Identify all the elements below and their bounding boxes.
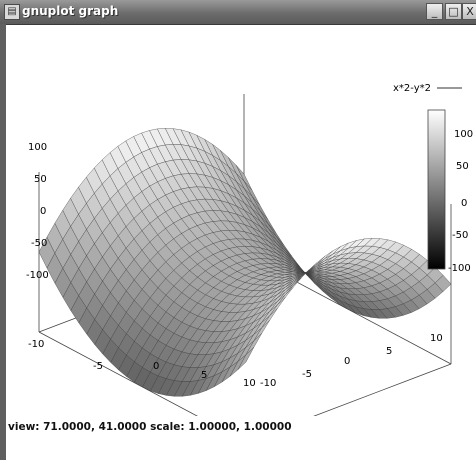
view-label: view: [8, 421, 40, 433]
colorbar-gradient [427, 109, 446, 270]
scale-values: 1.00000, 1.00000 [188, 421, 292, 433]
surface-mesh [38, 128, 452, 397]
colorbar-tick-100: 100 [454, 129, 473, 140]
minimize-button[interactable]: _ [426, 3, 443, 20]
legend: x*2-y*2 [393, 83, 462, 94]
status-bar: view: 71.0000, 41.0000 scale: 1.00000, 1… [8, 421, 292, 433]
close-button[interactable]: X [462, 3, 476, 20]
window-title: gnuplot graph [22, 4, 119, 18]
z-tick-minus100: -100 [26, 270, 49, 281]
plot-canvas[interactable]: 100 50 0 -50 -100 -10 -5 0 5 10 -10 -5 0… [6, 24, 476, 416]
z-tick-100: 100 [28, 142, 47, 153]
window-left-border [0, 24, 6, 460]
x-tick-10: 10 [243, 378, 256, 389]
colorbar-tick-50: 50 [456, 161, 469, 172]
x-tick-0: 0 [153, 361, 159, 372]
colorbar-tick-minus50: -50 [452, 230, 468, 241]
minimize-icon: _ [431, 5, 438, 18]
base-edge-y-front [313, 363, 452, 416]
colorbar-tick-minus100: -100 [448, 263, 471, 274]
y-tick-0: 0 [344, 356, 350, 367]
axis-tick-labels: 100 50 0 -50 -100 -10 -5 0 5 10 -10 -5 0… [26, 142, 443, 389]
scale-label: scale: [150, 421, 185, 433]
y-tick-5: 5 [386, 346, 392, 357]
z-tick-50: 50 [34, 174, 47, 185]
x-tick-5: 5 [201, 370, 207, 381]
z-tick-0: 0 [40, 206, 46, 217]
y-tick-10: 10 [430, 333, 443, 344]
left-axis-bottom-tick: -10 [28, 339, 44, 350]
z-tick-minus50: -50 [31, 238, 47, 249]
colorbar-tick-0: 0 [461, 198, 467, 209]
colorbar: 100 50 0 -50 -100 [427, 109, 473, 274]
y-tick-minus10: -10 [260, 378, 276, 389]
close-icon: X [466, 5, 474, 18]
surface-patch [237, 347, 255, 370]
title-bar[interactable]: ▤ gnuplot graph _ □ X [0, 0, 476, 25]
maximize-icon: □ [448, 5, 459, 18]
y-tick-minus5: -5 [302, 369, 312, 380]
view-values: 71.0000, 41.0000 [43, 421, 147, 433]
gnuplot-app-icon[interactable]: ▤ [4, 4, 20, 20]
legend-label: x*2-y*2 [393, 83, 431, 94]
x-tick-minus5: -5 [93, 361, 103, 372]
maximize-button[interactable]: □ [445, 3, 462, 20]
